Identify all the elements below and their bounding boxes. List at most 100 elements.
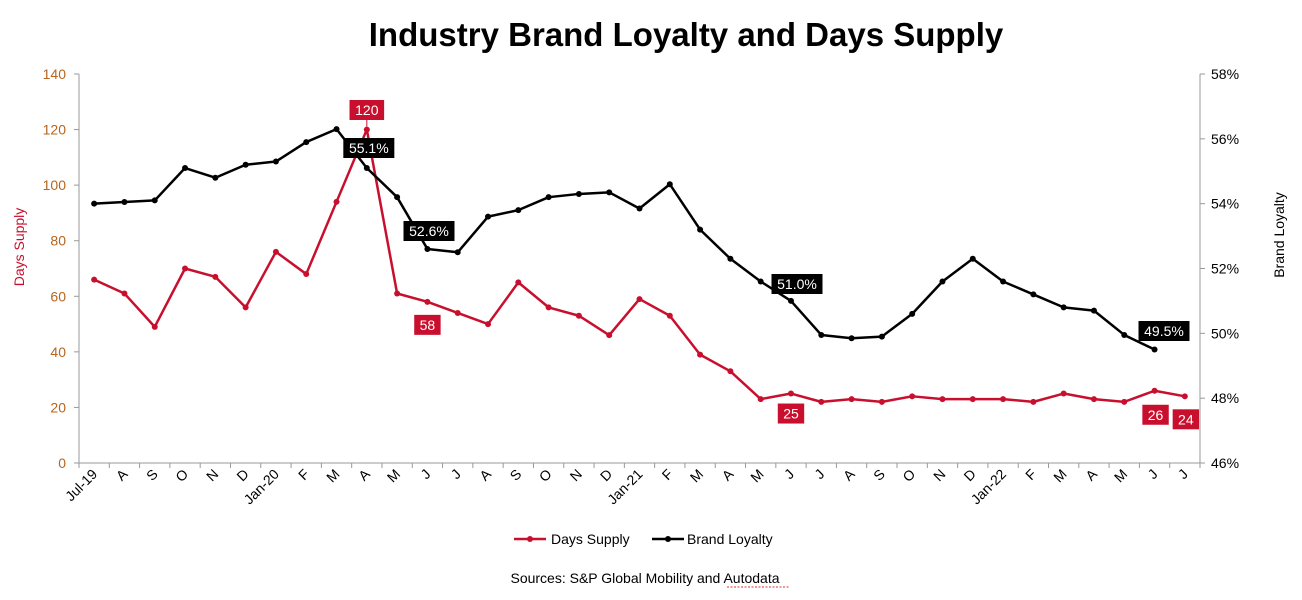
data-point-days-supply [697,351,704,358]
x-tick-label: N [930,466,948,484]
data-label-box [777,403,805,424]
y-tick-label-left: 0 [58,455,66,471]
data-point-brand-loyalty [91,200,98,207]
data-point-days-supply [91,276,98,283]
data-point-brand-loyalty [424,246,431,253]
x-tick-label: O [536,466,555,485]
series-line-days-supply [93,128,1186,404]
data-label-text: 58 [420,317,436,333]
x-tick-label: A [1082,465,1100,483]
data-label-box [343,138,395,158]
data-label-box [1142,404,1169,425]
x-tick-label: Jan-21 [604,466,646,508]
chart-title: Industry Brand Loyalty and Days Supply [369,16,1004,53]
x-tick-label: S [143,466,161,484]
data-point-days-supply [818,398,825,405]
data-point-brand-loyalty [606,189,613,196]
data-point-brand-loyalty [727,255,734,262]
data-point-days-supply [515,279,522,286]
data-point-days-supply [394,290,401,297]
data-point-days-supply [575,312,582,319]
data-label: 55.1% [343,138,395,158]
data-label-text: 51.0% [777,276,817,292]
data-point-brand-loyalty [909,310,916,317]
data-point-days-supply [424,298,431,305]
data-point-brand-loyalty [575,190,582,197]
data-label: 24 [1172,409,1200,430]
data-point-days-supply [666,312,673,319]
data-point-days-supply [212,273,219,280]
legend: Days Supply Brand Loyalty [514,531,773,547]
data-point-days-supply [121,290,128,297]
x-tick-label: F [659,466,676,483]
data-point-brand-loyalty [757,278,764,285]
x-tick-label: M [384,466,404,486]
data-label-text: 120 [355,102,379,118]
x-tick-label: O [899,466,918,485]
axes: 0 20 40 60 80 100 120 140 46% 48% 50% 52% 54% 56% 58% J… [43,66,1239,507]
x-tick-label: J [448,466,464,482]
y-tick-label-left: 120 [43,122,67,138]
data-label: 49.5% [1138,321,1190,341]
series-lines [91,126,1188,405]
x-tick-label: O [172,466,191,485]
data-label-text: 55.1% [349,140,389,156]
y-tick-label-left: 140 [43,66,67,82]
data-point-days-supply [878,398,885,405]
x-tick-label: M [687,466,707,486]
legend-label-brand-loyalty: Brand Loyalty [687,531,773,547]
x-tick-label: J [1175,466,1191,482]
x-tick-label: J [811,466,827,482]
data-label-box [1172,409,1200,430]
data-point-brand-loyalty [848,335,855,342]
x-tick-label: F [1022,466,1039,483]
data-point-days-supply [757,396,764,403]
data-point-days-supply [727,368,734,375]
data-label-text: 49.5% [1144,323,1184,339]
x-tick-label: J [1144,466,1160,482]
data-label: 120 [349,100,385,127]
data-point-brand-loyalty [878,333,885,340]
y-tick-label-right: 54% [1211,196,1239,212]
data-point-days-supply [182,265,189,272]
y-tick-label-right: 52% [1211,261,1239,277]
x-tick-label: S [870,466,888,484]
y-tick-label-right: 50% [1211,325,1239,341]
data-point-brand-loyalty [787,297,794,304]
data-point-brand-loyalty [1151,346,1158,353]
data-label-box [771,274,823,294]
data-point-days-supply [1181,393,1188,400]
data-point-brand-loyalty [939,278,946,285]
data-label-text: 25 [783,406,799,422]
x-tick-label: A [355,465,373,483]
data-label: 51.0% [771,274,823,294]
data-point-days-supply [909,393,916,400]
data-point-days-supply [485,321,492,328]
data-point-days-supply [636,296,643,303]
data-point-brand-loyalty [151,197,158,204]
data-label-box [414,314,441,335]
x-tick-label: A [476,465,494,483]
data-point-brand-loyalty [818,331,825,338]
x-tick-label: N [203,466,221,484]
data-point-brand-loyalty [485,213,492,220]
data-point-days-supply [454,309,461,316]
data-point-days-supply [545,304,552,311]
data-point-days-supply [787,390,794,397]
data-point-days-supply [363,126,370,133]
data-point-brand-loyalty [333,126,340,133]
data-point-brand-loyalty [1030,291,1037,298]
data-label-box [403,221,455,241]
x-tick-label: D [597,466,615,484]
data-point-brand-loyalty [636,205,643,212]
y-tick-label-right: 46% [1211,455,1239,471]
x-tick-label: J [417,466,433,482]
data-point-brand-loyalty [697,226,704,233]
data-point-days-supply [606,332,613,339]
data-label: 25 [777,403,805,424]
x-tick-label: Jul-19 [62,466,100,504]
source-note: Sources: S&P Global Mobility and Autodat… [510,570,779,586]
y-tick-label-left: 100 [43,177,67,193]
x-tick-label: N [567,466,585,484]
